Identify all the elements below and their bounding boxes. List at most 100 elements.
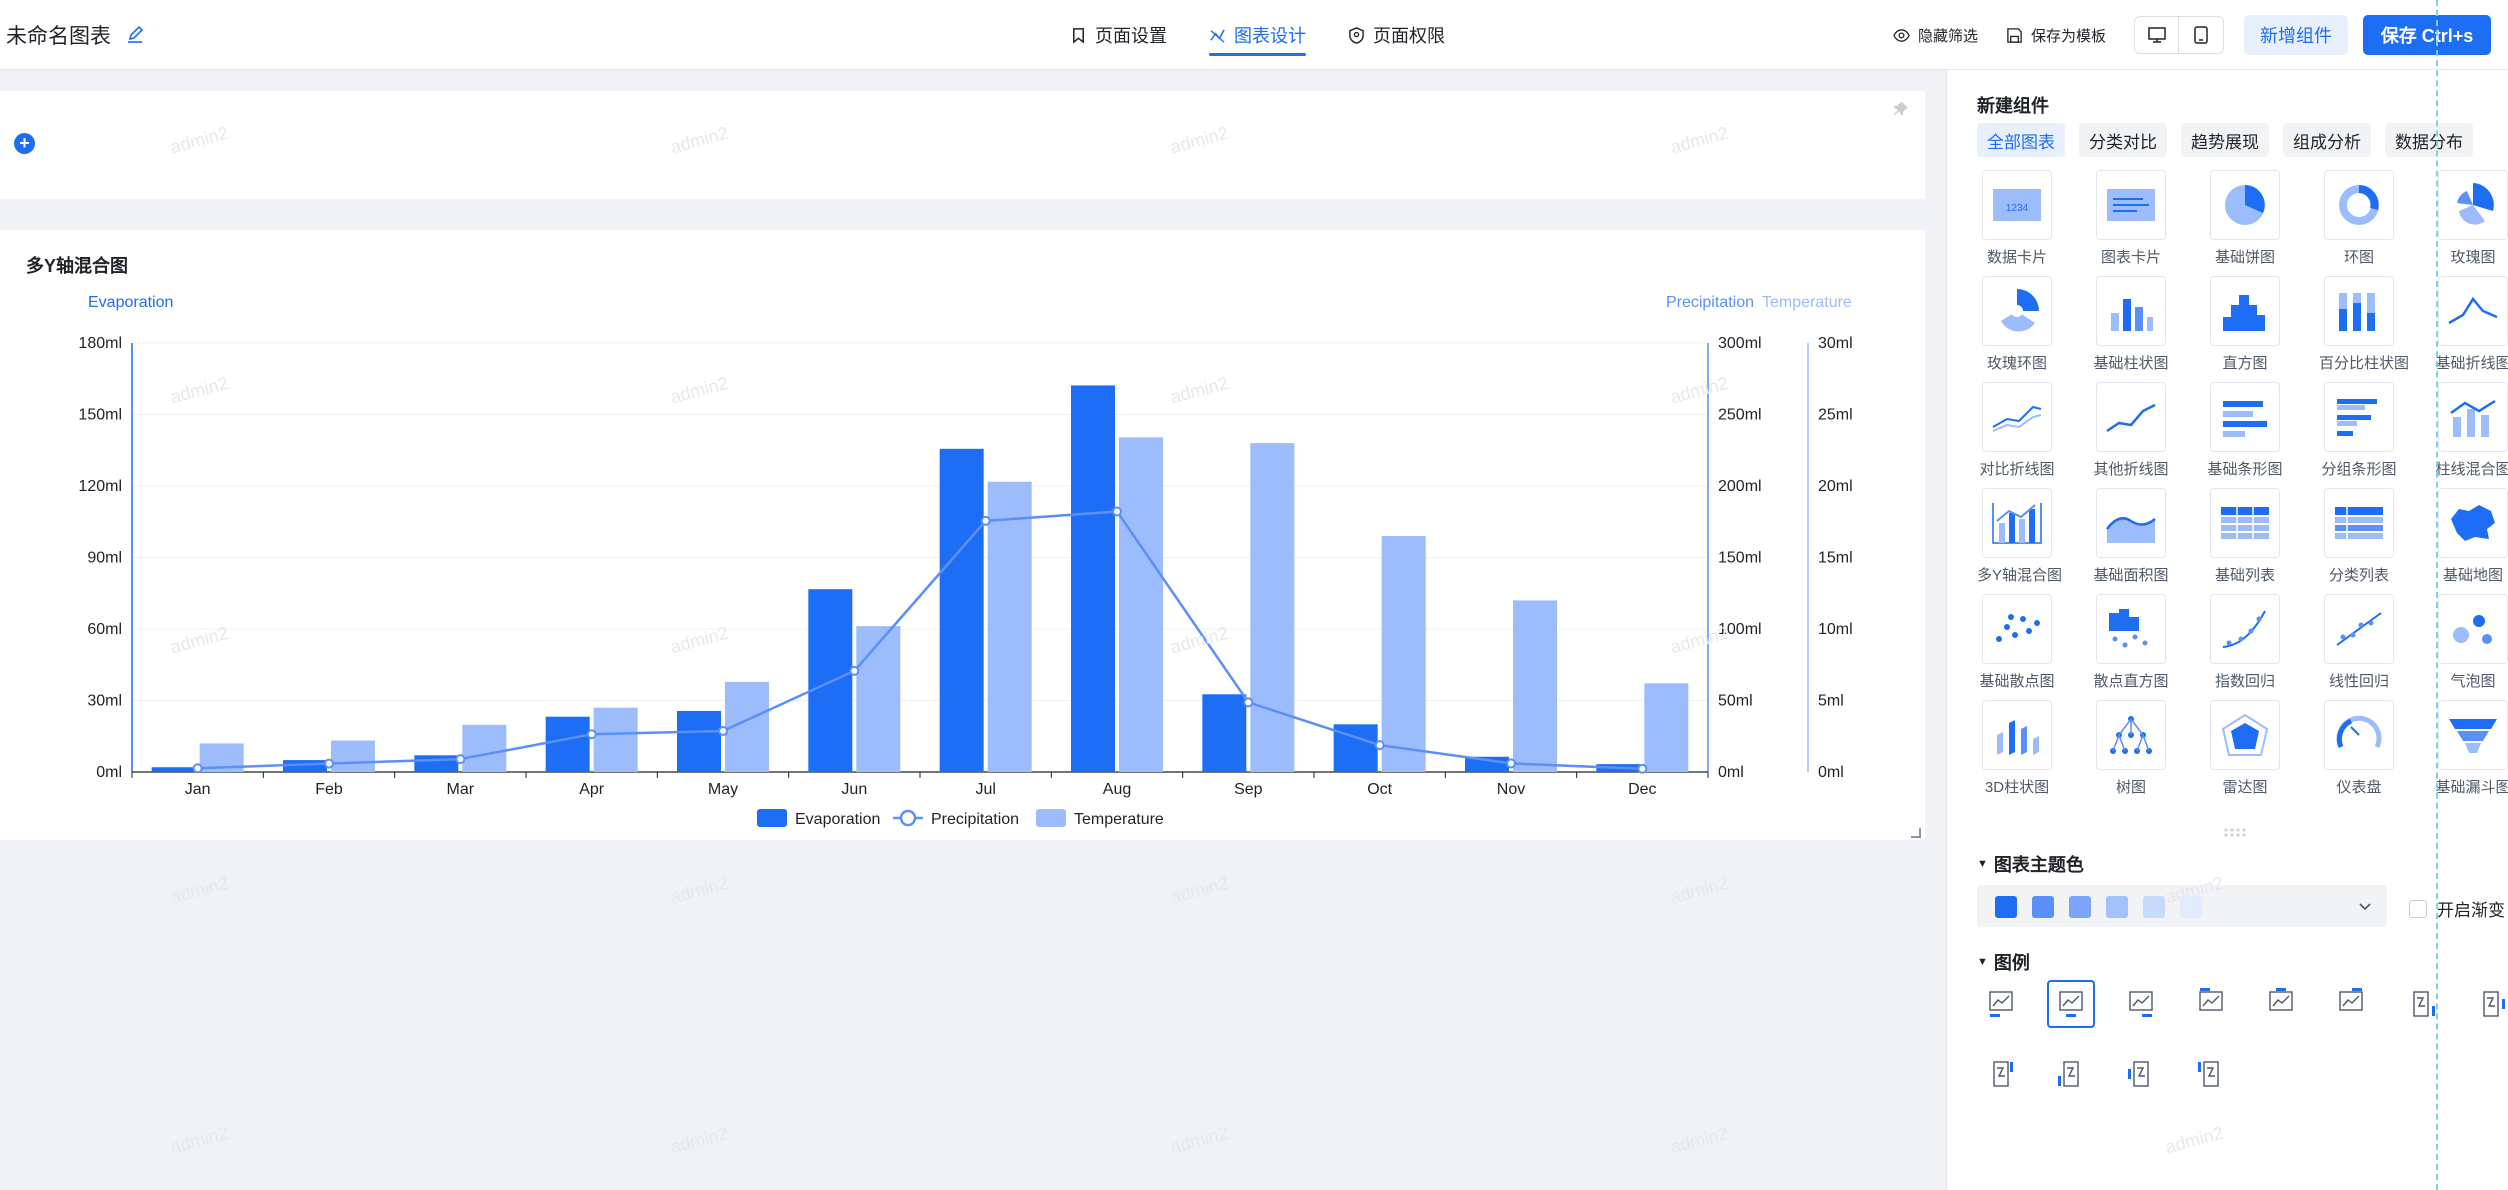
save-button[interactable]: 保存 Ctrl+s <box>2363 15 2491 55</box>
desktop-view-button[interactable] <box>2135 17 2179 53</box>
component-group-hbar[interactable]: 分组条形图 <box>2319 382 2399 479</box>
legend-position-option[interactable] <box>2327 980 2375 1028</box>
legend-position-option[interactable] <box>2257 980 2305 1028</box>
line-precipitation <box>197 510 1643 770</box>
chevron-down-icon <box>2359 903 2371 911</box>
tab-trend[interactable]: 趋势展现 <box>2181 123 2269 157</box>
component-scatter-hist[interactable]: 散点直方图 <box>2091 594 2171 691</box>
component-funnel[interactable]: 基础漏斗图 <box>2433 700 2508 797</box>
component-data-card[interactable]: 1234 数据卡片 <box>1977 170 2057 267</box>
component-thumb <box>1982 382 2052 452</box>
top-bar: 未命名图表 页面设置 图表设计 页面权限 隐藏筛选 <box>0 0 2508 70</box>
component-rose[interactable]: 玫瑰图 <box>2433 170 2508 267</box>
save-template-button[interactable]: 保存为模板 <box>2006 25 2106 46</box>
legend-position-option[interactable] <box>2117 1050 2165 1098</box>
hide-filter-button[interactable]: 隐藏筛选 <box>1893 25 1978 46</box>
component-exp-regression[interactable]: 指数回归 <box>2205 594 2285 691</box>
gradient-checkbox[interactable] <box>2409 899 2427 918</box>
component-gauge[interactable]: 仪表盘 <box>2319 700 2399 797</box>
tab-compare[interactable]: 分类对比 <box>2079 123 2167 157</box>
y-tick-left: 150ml <box>78 407 122 424</box>
component-hbar[interactable]: 基础条形图 <box>2205 382 2285 479</box>
legend-position-option[interactable] <box>1977 980 2025 1028</box>
legend-position-option[interactable] <box>2117 980 2165 1028</box>
component-area[interactable]: 基础面积图 <box>2091 488 2171 585</box>
gradient-toggle[interactable]: 开启渐变 <box>2409 896 2505 921</box>
component-map[interactable]: 基础地图 <box>2433 488 2508 585</box>
scatter-hist-icon <box>2109 609 2148 648</box>
legend-position-option[interactable] <box>2047 980 2095 1028</box>
drag-handle-icon[interactable] <box>2223 827 2247 837</box>
point-precipitation <box>1374 740 1385 751</box>
bar-line-icon <box>2450 399 2496 437</box>
chart-card[interactable]: 多Y轴混合图 0ml 30ml 60ml 90ml 120ml 150ml 180ml 0ml… <box>0 230 1925 840</box>
component-thumb <box>2210 594 2280 664</box>
tab-composition[interactable]: 组成分析 <box>2283 123 2371 157</box>
component-list[interactable]: 基础列表 <box>2205 488 2285 585</box>
edit-icon[interactable] <box>125 25 145 45</box>
bar-evaporation <box>1202 694 1247 772</box>
point-precipitation <box>718 725 728 736</box>
rose-ring-icon <box>2001 289 2039 332</box>
legend-position-option[interactable] <box>2467 980 2508 1028</box>
compare-line-icon <box>1992 405 2042 432</box>
component-donut[interactable]: 环图 <box>2319 170 2399 267</box>
legend-position-option[interactable] <box>2047 1050 2095 1098</box>
tab-page-permission[interactable]: 页面权限 <box>1348 0 1445 70</box>
bar-temperature <box>1513 600 1557 772</box>
legend-position-option[interactable] <box>2187 1050 2235 1098</box>
component-bar-line[interactable]: 柱线混合图 <box>2433 382 2508 479</box>
component-radar[interactable]: 雷达图 <box>2205 700 2285 797</box>
legend-position-option[interactable] <box>1977 1050 2025 1098</box>
component-group-list[interactable]: 分类列表 <box>2319 488 2399 585</box>
x-tick-label: Dec <box>1628 781 1656 798</box>
y-axis-name-right1: Precipitation <box>1666 294 1754 311</box>
pin-icon[interactable] <box>1893 101 1909 117</box>
component-bubble[interactable]: 气泡图 <box>2433 594 2508 691</box>
bar-evaporation <box>151 767 196 772</box>
collapse-triangle-icon: ▼ <box>1977 956 1988 968</box>
mobile-view-button[interactable] <box>2179 17 2223 53</box>
add-filter-icon[interactable]: + <box>14 133 35 154</box>
tab-all-charts[interactable]: 全部图表 <box>1977 123 2065 157</box>
component-pie[interactable]: 基础饼图 <box>2205 170 2285 267</box>
legend-top-right-icon <box>2339 988 2363 1011</box>
component-other-line[interactable]: 其他折线图 <box>2091 382 2171 479</box>
component-line[interactable]: 基础折线图 <box>2433 276 2508 373</box>
component-label: 雷达图 <box>2222 779 2268 796</box>
tab-page-settings[interactable]: 页面设置 <box>1070 0 1167 70</box>
theme-color-select[interactable] <box>1977 885 2387 927</box>
component-label: 基础列表 <box>2214 567 2275 584</box>
component-chart-card[interactable]: 图表卡片 <box>2091 170 2171 267</box>
component-multi-y[interactable]: 多Y轴混合图 <box>1977 488 2062 585</box>
pie-icon <box>2225 185 2265 225</box>
legend-section-header[interactable]: ▼ 图例 <box>1977 949 2030 975</box>
component-bar3d[interactable]: 3D柱状图 <box>1977 700 2057 797</box>
tab-distribution[interactable]: 数据分布 <box>2385 123 2473 157</box>
add-component-button[interactable]: 新增组件 <box>2244 15 2348 55</box>
component-scatter[interactable]: 基础散点图 <box>1977 594 2057 691</box>
tab-chart-design[interactable]: 图表设计 <box>1209 0 1306 70</box>
theme-section-header[interactable]: ▼ 图表主题色 <box>1977 851 2084 877</box>
component-rose-ring[interactable]: 玫瑰环图 <box>1977 276 2057 373</box>
component-bar[interactable]: 基础柱状图 <box>2091 276 2171 373</box>
component-percent-bar[interactable]: 百分比柱状图 <box>2319 276 2409 373</box>
component-linear-regression[interactable]: 线性回归 <box>2319 594 2399 691</box>
x-tick-label: Aug <box>1103 781 1131 798</box>
y-tick-left: 180ml <box>78 335 122 352</box>
component-thumb <box>2324 170 2394 240</box>
y-tick-right1: 50ml <box>1718 693 1753 710</box>
component-compare-line[interactable]: 对比折线图 <box>1977 382 2057 479</box>
legend-position-option[interactable] <box>2397 980 2445 1028</box>
save-icon <box>2007 27 2022 43</box>
resize-handle[interactable] <box>1911 828 1921 838</box>
legend-position-option[interactable] <box>2187 980 2235 1028</box>
x-tick-label: May <box>708 781 738 798</box>
component-thumb <box>2096 276 2166 346</box>
component-tree[interactable]: 树图 <box>2091 700 2171 797</box>
component-thumb <box>1982 488 2052 558</box>
component-label: 直方图 <box>2222 355 2268 372</box>
bookmark-icon <box>1073 27 1084 44</box>
component-histogram[interactable]: 直方图 <box>2205 276 2285 373</box>
